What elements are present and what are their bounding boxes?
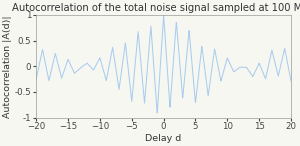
X-axis label: Delay d: Delay d (146, 134, 182, 142)
Y-axis label: Autocorrelation |A(d)|: Autocorrelation |A(d)| (4, 15, 13, 118)
Title: Autocorrelation of the total noise signal sampled at 100 MHz: Autocorrelation of the total noise signa… (12, 4, 300, 13)
